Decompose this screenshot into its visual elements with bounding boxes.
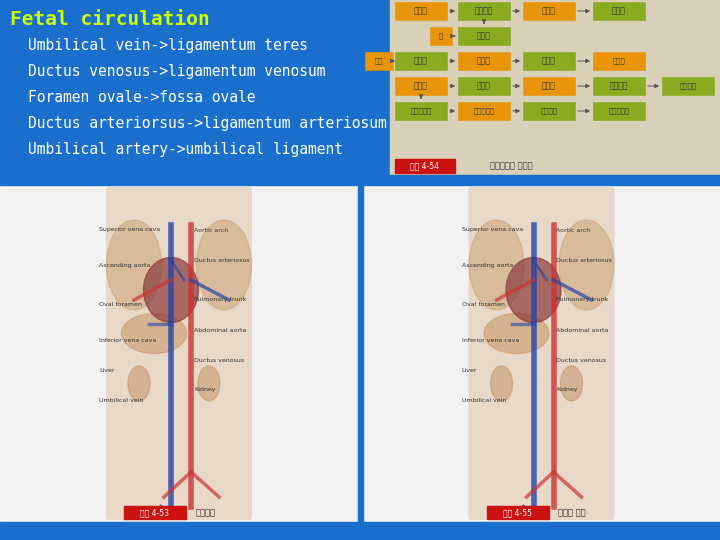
Text: Ascending aorta: Ascending aorta [462, 262, 513, 267]
Text: 우심실: 우심실 [477, 57, 491, 65]
Text: 하심방: 하심방 [613, 58, 626, 64]
Text: 장직관: 장직관 [414, 6, 428, 16]
Text: 하대정맥: 하대정맥 [541, 107, 557, 114]
Text: Ascending aorta: Ascending aorta [99, 262, 150, 267]
Text: 온몸돌맥: 온몸돌맥 [610, 82, 629, 91]
Text: Ductus venosus->ligamentum venosum: Ductus venosus->ligamentum venosum [28, 64, 325, 79]
Text: Pulmonary trunk: Pulmonary trunk [194, 298, 246, 302]
Text: Umbilical vein: Umbilical vein [99, 397, 143, 402]
Text: Pulmonary trunk: Pulmonary trunk [557, 298, 609, 302]
Ellipse shape [469, 220, 524, 310]
Text: Superior vena cava: Superior vena cava [462, 227, 523, 233]
Bar [395, 159, 455, 173]
Text: 계정맥: 계정맥 [414, 57, 428, 65]
Bar [523, 52, 575, 70]
Bar [523, 2, 575, 20]
Bar [358, 185, 363, 522]
Text: Umbilical artery->umbilical ligament: Umbilical artery->umbilical ligament [28, 142, 343, 157]
Text: 우심방: 우심방 [542, 6, 556, 16]
Text: Ductus arteriosus: Ductus arteriosus [557, 258, 612, 262]
Ellipse shape [122, 314, 186, 354]
Ellipse shape [143, 258, 199, 322]
FancyBboxPatch shape [106, 187, 252, 520]
Bar [395, 52, 447, 70]
Bar [593, 102, 645, 120]
Text: 대반: 대반 [374, 58, 383, 64]
FancyBboxPatch shape [469, 187, 614, 520]
Ellipse shape [198, 366, 220, 401]
Text: 좌하골동맥: 좌하골동맥 [608, 107, 629, 114]
Bar [458, 77, 510, 95]
Bar [593, 2, 645, 20]
Text: Abdominal aorta: Abdominal aorta [557, 327, 609, 333]
Text: Ductus arteriosus: Ductus arteriosus [194, 258, 250, 262]
Text: Ductus venosus: Ductus venosus [194, 357, 244, 362]
Text: 하대정맥: 하대정맥 [474, 6, 493, 16]
Text: 총장공동맥: 총장공동맥 [473, 107, 495, 114]
Ellipse shape [506, 258, 561, 322]
Text: 태아순환의 혈흐도: 태아순환의 혈흐도 [490, 161, 533, 171]
Text: 간정맥: 간정맥 [477, 31, 491, 40]
Bar [458, 2, 510, 20]
Text: Aortic arch: Aortic arch [194, 227, 228, 233]
Text: 좌심실: 좌심실 [477, 82, 491, 91]
Text: Umbilical vein->ligamentum teres: Umbilical vein->ligamentum teres [28, 38, 308, 53]
Text: 제도서: 제도서 [414, 82, 428, 91]
Bar [593, 77, 645, 95]
Text: 폐동맥: 폐동맥 [542, 82, 556, 91]
Text: 출산후 순환: 출산후 순환 [559, 508, 586, 517]
Text: 좌심방: 좌심방 [542, 57, 556, 65]
Bar [395, 77, 447, 95]
Bar [458, 52, 510, 70]
Bar [458, 102, 510, 120]
Text: Liver: Liver [99, 368, 114, 373]
Text: 태아순환: 태아순환 [196, 508, 216, 517]
Bar [395, 102, 447, 120]
Ellipse shape [484, 314, 549, 354]
Text: Ductus arteriorsus->ligamentum arteriosum: Ductus arteriorsus->ligamentum arteriosu… [28, 116, 387, 131]
Text: 난원공: 난원공 [612, 6, 626, 16]
Bar [124, 506, 186, 519]
Bar [430, 27, 452, 45]
Bar [0, 185, 720, 522]
Ellipse shape [560, 366, 582, 401]
Text: 간: 간 [439, 33, 443, 39]
Bar [523, 77, 575, 95]
Text: Fetal circulation: Fetal circulation [10, 10, 210, 29]
Text: 그림 4-55: 그림 4-55 [503, 508, 532, 517]
Ellipse shape [128, 366, 150, 401]
Bar [0, 175, 720, 185]
Text: Liver: Liver [462, 368, 477, 373]
Ellipse shape [559, 220, 614, 310]
Ellipse shape [107, 220, 161, 310]
Text: Oval foramen: Oval foramen [462, 302, 505, 307]
Bar [365, 52, 393, 70]
Text: Kidney: Kidney [557, 388, 578, 393]
Text: Umbilical vein: Umbilical vein [462, 397, 506, 402]
Text: Oval foramen: Oval foramen [99, 302, 142, 307]
Bar [487, 506, 549, 519]
Text: Aortic arch: Aortic arch [557, 227, 590, 233]
Text: Inferior vena cava: Inferior vena cava [462, 338, 518, 342]
Text: Superior vena cava: Superior vena cava [99, 227, 160, 233]
Bar [662, 77, 714, 95]
Text: Foramen ovale->fossa ovale: Foramen ovale->fossa ovale [28, 90, 256, 105]
Text: 내림공동맥: 내림공동맥 [410, 107, 431, 114]
Bar [593, 52, 645, 70]
Bar [395, 2, 447, 20]
Text: Inferior vena cava: Inferior vena cava [99, 338, 156, 342]
Ellipse shape [197, 220, 251, 310]
Bar [390, 0, 720, 175]
Text: 그림 4-54: 그림 4-54 [410, 161, 439, 171]
Bar [0, 522, 720, 540]
Text: 그림 4-53: 그림 4-53 [140, 508, 169, 517]
Text: Abdominal aorta: Abdominal aorta [194, 327, 246, 333]
Bar [523, 102, 575, 120]
Text: 소홍정맥: 소홍정맥 [680, 83, 696, 89]
Bar [458, 27, 510, 45]
Text: Ductus venosus: Ductus venosus [557, 357, 607, 362]
Ellipse shape [490, 366, 513, 401]
Text: Kidney: Kidney [194, 388, 215, 393]
